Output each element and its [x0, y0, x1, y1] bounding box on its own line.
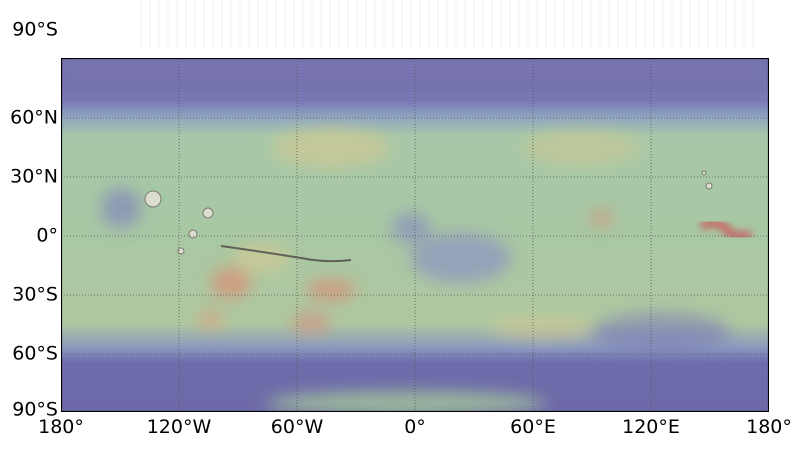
lon-label: 180° — [746, 416, 792, 438]
lon-label: 180° — [38, 416, 84, 438]
lat-label: 60°S — [12, 342, 58, 365]
faint-background-texture — [140, 0, 760, 50]
lon-label: 120°W — [146, 416, 212, 438]
lon-label: 60°E — [510, 416, 556, 438]
graticule — [61, 58, 769, 412]
lat-label: 30°S — [12, 283, 58, 306]
lon-label: 120°E — [622, 416, 680, 438]
valles-marineris — [220, 245, 352, 263]
top-axis-label: 90°S — [12, 18, 58, 41]
lat-label: 30°N — [10, 165, 58, 188]
lon-label: 60°W — [270, 416, 324, 438]
lat-label: 60°N — [10, 106, 58, 129]
anomaly-blobs — [61, 58, 769, 412]
mars-map — [61, 58, 769, 412]
surface-features — [144, 170, 713, 263]
hot-spot — [699, 219, 753, 240]
lat-label: 90°S — [12, 398, 58, 421]
map-frame — [61, 58, 769, 412]
volcano-olympus — [144, 190, 162, 208]
lat-label: 0° — [36, 224, 58, 247]
lon-label: 0° — [404, 416, 426, 438]
